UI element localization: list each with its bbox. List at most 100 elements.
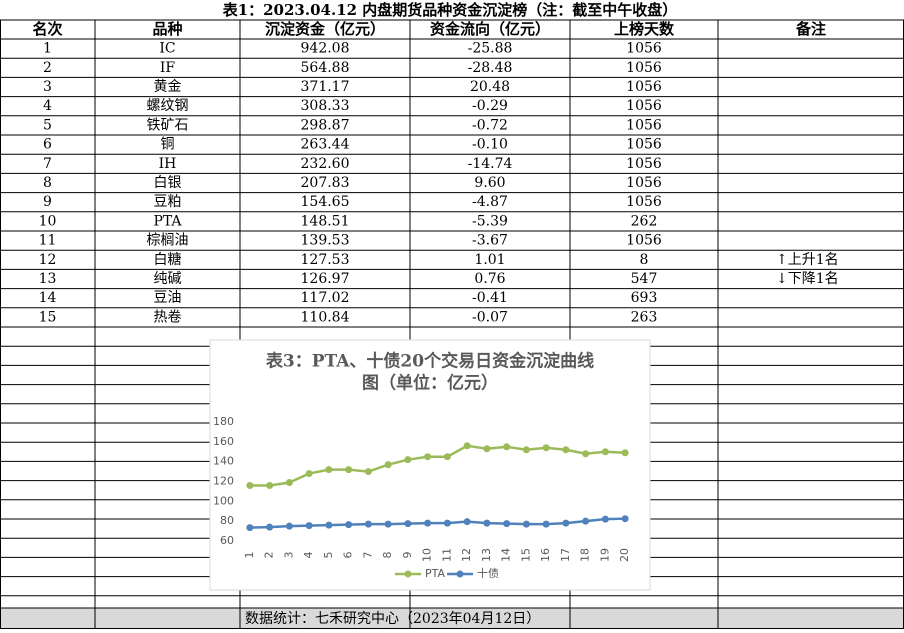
footer-bg [0,608,904,629]
header-cell: 备注 [795,20,826,38]
point [404,456,412,464]
header-cell: 品种 [152,20,182,38]
cell: -0.41 [472,290,508,306]
cell: 1056 [626,60,662,76]
x-tick-label: 20 [618,548,631,562]
cell: 110.84 [301,309,350,325]
cell: 4 [43,98,52,114]
point [483,519,491,527]
x-tick-label: 11 [440,548,453,562]
cell: 1 [43,41,52,57]
cell: 139.53 [301,233,350,249]
cell: 298.87 [301,117,350,133]
chart-area [209,339,651,591]
cell: 1056 [626,79,662,95]
cell: -14.74 [468,156,513,172]
cell: 0.76 [474,271,505,287]
cell: 2 [43,60,52,76]
x-tick-label: 8 [381,552,394,559]
cell: 10 [39,213,57,229]
point [542,520,550,528]
legend-marker [404,570,412,578]
point [522,520,530,528]
point [463,442,471,450]
point [542,444,550,452]
cell: 豆油 [154,290,182,306]
x-tick-label: 18 [579,548,592,562]
header-cell: 名次 [32,20,62,38]
point [345,466,353,474]
x-tick-label: 17 [559,548,572,562]
point [246,481,254,489]
point [503,443,511,451]
point [266,523,274,531]
x-tick-label: 19 [598,548,611,562]
cell: 1056 [626,137,662,153]
point [266,481,274,489]
point [463,518,471,526]
x-tick-label: 10 [421,548,434,562]
cell: 547 [631,271,658,287]
cell: -3.67 [472,233,508,249]
y-tick-label: 160 [213,435,234,448]
point [364,468,372,476]
point [582,517,590,525]
cell: -4.87 [472,194,508,210]
x-tick-label: 12 [460,548,473,562]
cell: 7 [43,156,52,172]
cell: 1056 [626,194,662,210]
chart: 表3：PTA、十债20个交易日资金沉淀曲线图（单位：亿元）60801001201… [209,339,651,591]
point [424,519,432,527]
point [285,478,293,486]
point [621,515,629,523]
remark: ↓下降1名 [776,271,839,287]
cell: 9 [43,194,52,210]
cell: 13 [39,271,57,287]
point [285,522,293,530]
cell: 螺纹钢 [147,98,189,114]
cell: -0.10 [472,137,508,153]
cell: 263.44 [301,137,350,153]
cell: 15 [39,309,57,325]
table-title: 表1：2023.04.12 内盘期货品种资金沉淀榜（注：截至中午收盘） [223,1,678,19]
cell: 3 [43,79,52,95]
x-tick-label: 14 [500,548,513,562]
cell: 纯碱 [154,271,182,287]
cell: 148.51 [301,213,350,229]
y-tick-label: 60 [220,534,234,547]
cell: 铁矿石 [147,117,189,133]
legend-label: PTA [425,567,445,580]
cell: 263 [631,309,658,325]
cell: 1056 [626,233,662,249]
x-tick-label: 9 [401,552,414,559]
header-cell: 资金流向（亿元） [430,20,550,38]
cell: IC [159,41,175,57]
remark: ↑上升1名 [776,252,839,268]
cell: 豆粕 [154,194,182,210]
cell: 1.01 [474,252,505,268]
point [384,461,392,469]
x-tick-label: 5 [322,552,335,559]
point [364,520,372,528]
cell: 9.60 [474,175,505,191]
cell: PTA [153,213,182,229]
cell: 308.33 [301,98,350,114]
y-tick-label: 120 [213,475,234,488]
cell: 11 [39,233,57,249]
point [325,466,333,474]
cell: IH [159,156,177,172]
x-tick-label: 4 [302,552,315,559]
cell: 207.83 [301,175,350,191]
cell: -0.07 [472,309,508,325]
point [325,521,333,529]
point [601,448,609,456]
cells: 名次 品种 沉淀资金（亿元） 资金流向（亿元） 上榜天数 备注 1 IC 942.08 -25.8… [32,20,838,325]
cell: 1056 [626,117,662,133]
header-cell: 上榜天数 [614,20,675,38]
y-tick-label: 80 [220,514,234,527]
point [601,515,609,523]
point [305,522,313,530]
cell: 棕榈油 [147,233,189,249]
chart-title: 图（单位：亿元） [362,373,498,394]
x-tick-label: 13 [480,548,493,562]
